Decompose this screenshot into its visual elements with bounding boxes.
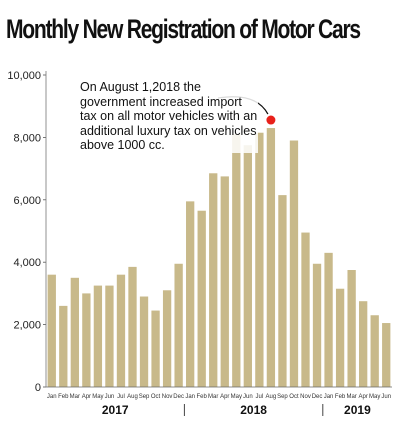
bar [139, 296, 149, 387]
bar [209, 173, 218, 387]
x-tick-label: Jan [324, 394, 334, 400]
x-tick-label: Jan [47, 394, 57, 400]
bar [151, 310, 160, 387]
x-tick-label: Nov [300, 394, 311, 400]
x-tick-label: Aug [127, 394, 138, 400]
x-tick-label: Jun [105, 394, 115, 400]
x-tick-label: Nov [162, 394, 173, 400]
x-tick-label: Sep [277, 394, 288, 400]
bar [312, 263, 322, 387]
x-tick-label: May [369, 394, 380, 400]
x-tick-label: Jul [256, 394, 264, 400]
x-tick-label: Mar [346, 394, 356, 400]
y-tick-label: 4,000 [13, 257, 41, 269]
bar [255, 132, 264, 387]
x-tick-label: Jun [243, 394, 253, 400]
bar [243, 145, 252, 387]
bar [220, 176, 229, 387]
bar [266, 128, 276, 388]
x-tick-label: Mar [208, 394, 218, 400]
bar [116, 274, 126, 387]
bar [82, 293, 91, 387]
bar [93, 285, 103, 387]
y-tick-label: 6,000 [13, 195, 41, 207]
x-tick-label: Oct [289, 394, 299, 400]
x-tick-label: Feb [58, 394, 69, 400]
x-tick-label: Feb [335, 394, 346, 400]
chart-title: Monthly New Registration of Motor Cars [6, 14, 361, 44]
year-label: 2018 [240, 403, 267, 417]
bar [174, 263, 183, 387]
x-tick-label: Mar [70, 394, 80, 400]
y-tick-label: 0 [35, 382, 41, 394]
x-tick-label: Oct [151, 394, 161, 400]
year-label: 2017 [102, 403, 129, 417]
x-tick-label: May [92, 394, 103, 400]
bar [335, 288, 345, 387]
bar [301, 232, 310, 387]
bar [278, 195, 287, 387]
year-labels: 2017 2018 2019 [102, 403, 371, 417]
bar [347, 270, 356, 387]
bar [197, 210, 206, 387]
bar [359, 301, 368, 387]
bar [186, 201, 195, 387]
x-tick-label: Jan [185, 394, 195, 400]
annotation-text: On August 1,2018 the government increase… [80, 80, 258, 153]
bar [128, 266, 137, 387]
y-tick-label: 10,000 [7, 70, 41, 82]
bar [59, 305, 68, 387]
x-tick-label: Dec [173, 394, 184, 400]
bar [370, 315, 379, 387]
bar [232, 134, 241, 387]
highlight-dot [266, 115, 276, 125]
x-tick-label: Apr [220, 394, 229, 400]
bar [289, 140, 299, 387]
x-tick-label: Dec [312, 394, 323, 400]
x-tick-label: Jul [117, 394, 125, 400]
bar [47, 274, 56, 387]
bar [324, 252, 333, 387]
bar [382, 323, 391, 387]
y-tick-label: 8,000 [13, 132, 41, 144]
y-tick-label: 2,000 [13, 320, 41, 332]
year-label: 2019 [344, 403, 371, 417]
bar [162, 290, 172, 387]
x-tick-label: Aug [266, 394, 277, 400]
y-axis: 0 2,000 4,000 6,000 8,000 10,000 [7, 70, 47, 394]
x-axis: Jan Feb Mar Apr May Jun Jul Aug Sep Oct Nov Dec Jan F… [46, 386, 392, 400]
bar [105, 285, 114, 387]
x-tick-label: Feb [197, 394, 208, 400]
x-tick-label: Jun [381, 394, 391, 400]
x-tick-label: Sep [139, 394, 150, 400]
bars-group [47, 128, 391, 388]
x-tick-label: Apr [82, 394, 91, 400]
bar [70, 277, 79, 387]
x-tick-label: May [231, 394, 242, 400]
x-tick-label: Apr [358, 394, 367, 400]
